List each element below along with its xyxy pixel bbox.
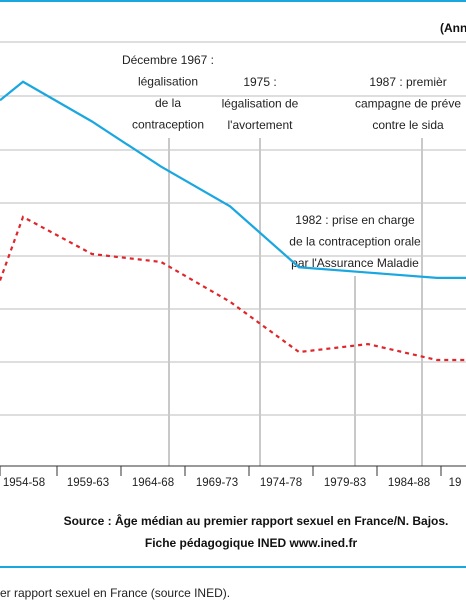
x-tick-label: 1969-73 bbox=[196, 477, 238, 489]
series-line-1 bbox=[0, 215, 466, 362]
annotation-text: l'avortement bbox=[228, 118, 294, 132]
series-lines bbox=[0, 80, 466, 362]
x-tick-label: 1984-88 bbox=[388, 477, 430, 489]
x-tick-label: 19 bbox=[449, 477, 462, 489]
source-line-1: Source : Âge médian au premier rapport s… bbox=[64, 513, 449, 528]
annotation-text: légalisation bbox=[138, 75, 198, 89]
figure-caption: er rapport sexuel en France (source INED… bbox=[0, 586, 230, 600]
annotations: Décembre 1967 : légalisation de la contrace… bbox=[122, 53, 461, 270]
x-tick-label: 1979-83 bbox=[324, 477, 366, 489]
gridlines bbox=[0, 41, 466, 416]
x-tick-label: 1959-63 bbox=[67, 477, 109, 489]
annotation-text: contraception bbox=[132, 118, 204, 132]
annotation-text: par l'Assurance Maladie bbox=[291, 256, 419, 270]
annotation-text: Décembre 1967 : bbox=[122, 53, 214, 67]
annotation-text: de la contraception orale bbox=[289, 235, 421, 249]
annotation-text: 1975 : bbox=[243, 75, 276, 89]
annotation-text: 1987 : premièr bbox=[369, 75, 446, 89]
x-axis-ticks: 1954-58 1959-63 1964-68 1969-73 1974-78 1979-… bbox=[0, 466, 461, 489]
annotation-markers bbox=[168, 138, 423, 466]
annotation-text: légalisation de bbox=[222, 97, 299, 111]
unit-label: (Ann bbox=[440, 21, 466, 35]
annotation-text: de la bbox=[155, 96, 181, 110]
x-tick-label: 1954-58 bbox=[3, 477, 45, 489]
annotation-text: contre le sida bbox=[372, 118, 444, 132]
x-tick-label: 1964-68 bbox=[132, 477, 174, 489]
x-tick-label: 1974-78 bbox=[260, 477, 302, 489]
annotation-text: campagne de préve bbox=[355, 97, 461, 111]
annotation-text: 1982 : prise en charge bbox=[295, 213, 415, 227]
source-line-2: Fiche pédagogique INED www.ined.fr bbox=[145, 536, 358, 550]
